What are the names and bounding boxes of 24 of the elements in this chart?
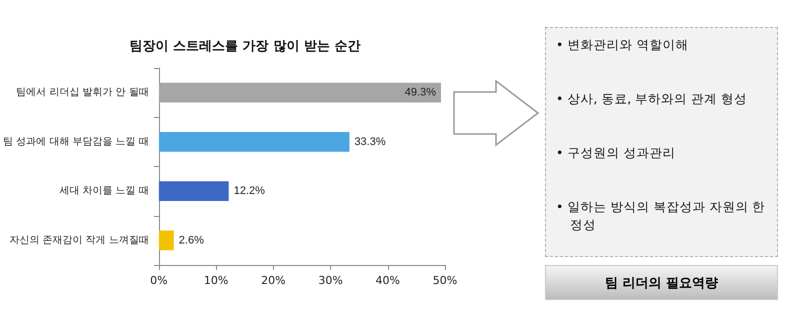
- text: 팀 리더의 필요역량: [545, 265, 778, 300]
- x-tick-label: 0%: [150, 274, 168, 287]
- bar: [158, 230, 174, 250]
- data-label: 2.6%: [178, 234, 204, 246]
- data-label: 33.3%: [354, 136, 386, 148]
- y-tick-label: 세대 차이를 느낄 때: [59, 186, 149, 197]
- text: • 일하는 방식의 복잡성과 자원의 한정성: [556, 198, 766, 234]
- y-tick-label: 팀에서 리더십 발휘가 안 될때: [16, 87, 149, 98]
- x-tick-label: 40%: [376, 274, 400, 287]
- bar: [158, 181, 229, 201]
- x-tick-label: 10%: [204, 274, 228, 287]
- x-tick-label: 30%: [318, 274, 343, 287]
- text: • 구성원의 성과관리: [556, 144, 676, 162]
- text: • 변화관리와 역할이해: [556, 36, 690, 54]
- x-tick-label: 20%: [261, 274, 286, 287]
- data-label: 12.2%: [234, 185, 266, 198]
- y-tick-label: 팀 성과에 대해 부담감을 느낄 때: [2, 136, 149, 148]
- data-label: 49.3%: [404, 86, 436, 99]
- bar: [158, 132, 350, 152]
- x-tick-label: 50%: [432, 274, 458, 287]
- y-tick-label: 자신의 존재감이 작게 느껴질때: [9, 234, 149, 246]
- bar: [158, 82, 441, 102]
- chart-title: 팀장이 스트레스를 가장 많이 받는 순간: [130, 39, 360, 54]
- text: • 상사, 동료, 부하와의 관계 형성: [556, 90, 748, 108]
